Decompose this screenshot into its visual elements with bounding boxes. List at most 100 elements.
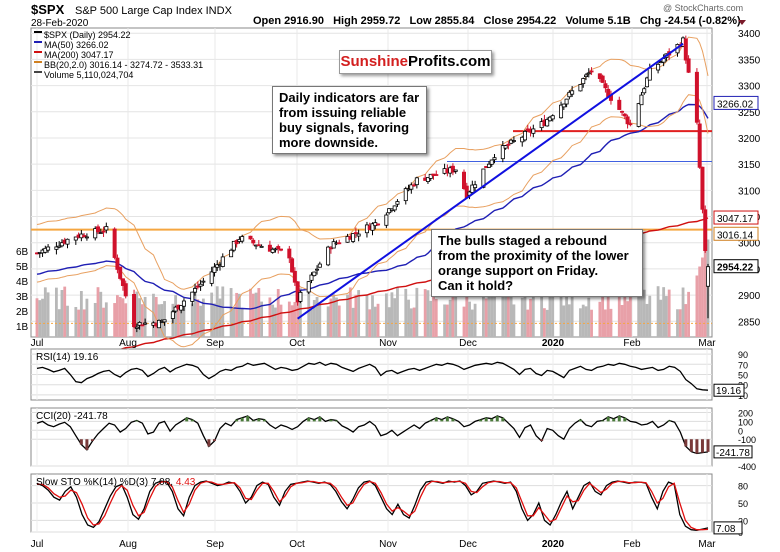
price-label-text: 2954.22: [717, 263, 754, 274]
volume-bar: [462, 306, 466, 337]
volume-bar: [628, 292, 632, 337]
volume-bar: [695, 275, 699, 337]
volume-bar: [415, 287, 419, 337]
volume-bar: [482, 289, 485, 337]
volume-bar: [312, 299, 316, 337]
candle-body: [46, 246, 51, 251]
price-tick-label: 3100: [738, 186, 761, 197]
candle-body: [706, 266, 711, 287]
volume-bar: [404, 288, 408, 337]
volume-bar: [293, 302, 297, 337]
candle-body: [306, 281, 311, 293]
volume-bar: [587, 297, 591, 337]
volume-bar: [648, 295, 652, 337]
candle-body: [622, 113, 627, 117]
candle-body: [603, 83, 608, 89]
chart-exchange-text: INDX: [206, 5, 233, 17]
volume-bar: [376, 303, 380, 337]
candle-body: [134, 326, 139, 329]
candle-body: [337, 242, 342, 245]
volume-bar: [193, 286, 197, 337]
candle-body: [292, 270, 297, 283]
volume-bar: [93, 302, 97, 337]
candle-body: [489, 159, 494, 165]
volume-bar: [684, 304, 688, 337]
candle-body: [115, 257, 120, 270]
volume-bar: [104, 302, 108, 337]
candle-body: [581, 78, 586, 85]
candle-body: [267, 244, 272, 252]
price-label-text: 3016.14: [717, 230, 754, 241]
volume-bar: [335, 297, 338, 337]
cci-panel-tick-label: 100: [738, 417, 753, 427]
volume-bar: [99, 291, 103, 337]
candle-body: [315, 268, 320, 271]
candle-body: [59, 242, 64, 247]
volume-bar: [218, 298, 222, 337]
volume-bar: [687, 291, 690, 337]
candle-body: [392, 205, 397, 211]
x-tick-label-bottom: 2020: [542, 539, 565, 550]
candle-body: [625, 116, 630, 125]
chart-name-text: S&P 500 Large Cap Index: [75, 5, 203, 17]
sunshine-profits-logo: SunshineProfits.com: [339, 50, 492, 74]
volume-bar: [473, 303, 477, 337]
candle-body: [290, 258, 295, 273]
volume-bar: [365, 295, 369, 337]
price-tick-label: 3200: [738, 134, 761, 145]
volume-bar: [371, 295, 374, 337]
candle-body: [600, 75, 605, 83]
volume-bar: [493, 287, 496, 337]
volume-tick-label: 6B: [16, 247, 29, 258]
volume-bar: [487, 290, 491, 337]
candle-body: [190, 291, 195, 302]
candle-body: [118, 266, 123, 279]
volume-bar: [74, 307, 78, 337]
volume-bar: [506, 290, 510, 337]
volume-bar: [676, 309, 679, 337]
x-tick-label-top: Jul: [31, 338, 44, 349]
candle-body: [370, 223, 375, 231]
volume-bar: [179, 309, 183, 337]
slow-sto-panel: 8050200Slow STO %K(14) %D(3) 7.08, 4.437…: [30, 473, 748, 538]
candle-body: [647, 67, 652, 81]
volume-bar: [520, 297, 524, 337]
candle-body: [434, 174, 439, 176]
rsi-panel-tick-label: 70: [738, 360, 748, 370]
bollinger-upper: [36, 36, 709, 290]
volume-bar: [55, 287, 58, 337]
sto-k-line: [36, 480, 709, 531]
volume-bar: [77, 309, 80, 337]
candle-body: [584, 74, 589, 78]
volume-bar: [177, 306, 180, 337]
volume-bar: [598, 301, 602, 337]
candle-body: [231, 240, 236, 251]
volume-bar: [434, 298, 438, 337]
candle-body: [270, 248, 275, 253]
candle-body: [645, 77, 650, 88]
candle-body: [642, 88, 647, 94]
brand-part-2: Profits.com: [408, 53, 491, 70]
volume-bar: [565, 286, 568, 337]
brand-part-1: Sunshine: [340, 53, 408, 70]
volume-tick-label: 5B: [16, 262, 29, 273]
price-tick-label: 3300: [738, 82, 761, 93]
x-tick-label-top: Nov: [379, 338, 397, 349]
candle-body: [620, 110, 625, 113]
volume-bar: [579, 308, 582, 337]
volume-bar: [96, 287, 100, 337]
volume-bar: [368, 309, 372, 337]
rsi-line: [36, 361, 709, 391]
candle-body: [376, 223, 381, 226]
legend-entry: Volume 5,110,024,704: [44, 70, 133, 80]
candle-body: [298, 291, 303, 302]
volume-bar: [548, 296, 552, 337]
volume-bar: [584, 306, 588, 337]
candle-body: [256, 244, 261, 247]
candle-body: [137, 322, 142, 326]
candle-body: [309, 274, 314, 281]
chg-down-arrow: [738, 20, 746, 25]
legend-swatch: [34, 41, 42, 43]
